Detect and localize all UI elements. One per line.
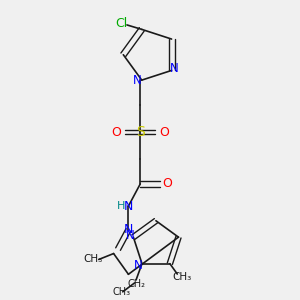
Text: N: N <box>134 259 143 272</box>
Text: CH₃: CH₃ <box>83 254 103 265</box>
Text: N: N <box>133 74 142 87</box>
Text: H: H <box>117 201 125 211</box>
Text: O: O <box>160 125 170 139</box>
Text: O: O <box>163 177 172 190</box>
Text: N: N <box>124 223 133 236</box>
Text: CH₃: CH₃ <box>173 272 192 282</box>
Text: Cl: Cl <box>115 17 127 30</box>
Text: N: N <box>124 200 133 213</box>
Text: N: N <box>170 62 179 75</box>
Text: O: O <box>111 125 121 139</box>
Text: S: S <box>136 125 145 139</box>
Text: N: N <box>125 229 134 242</box>
Text: CH₃: CH₃ <box>112 287 130 297</box>
Text: CH₂: CH₂ <box>127 278 145 289</box>
